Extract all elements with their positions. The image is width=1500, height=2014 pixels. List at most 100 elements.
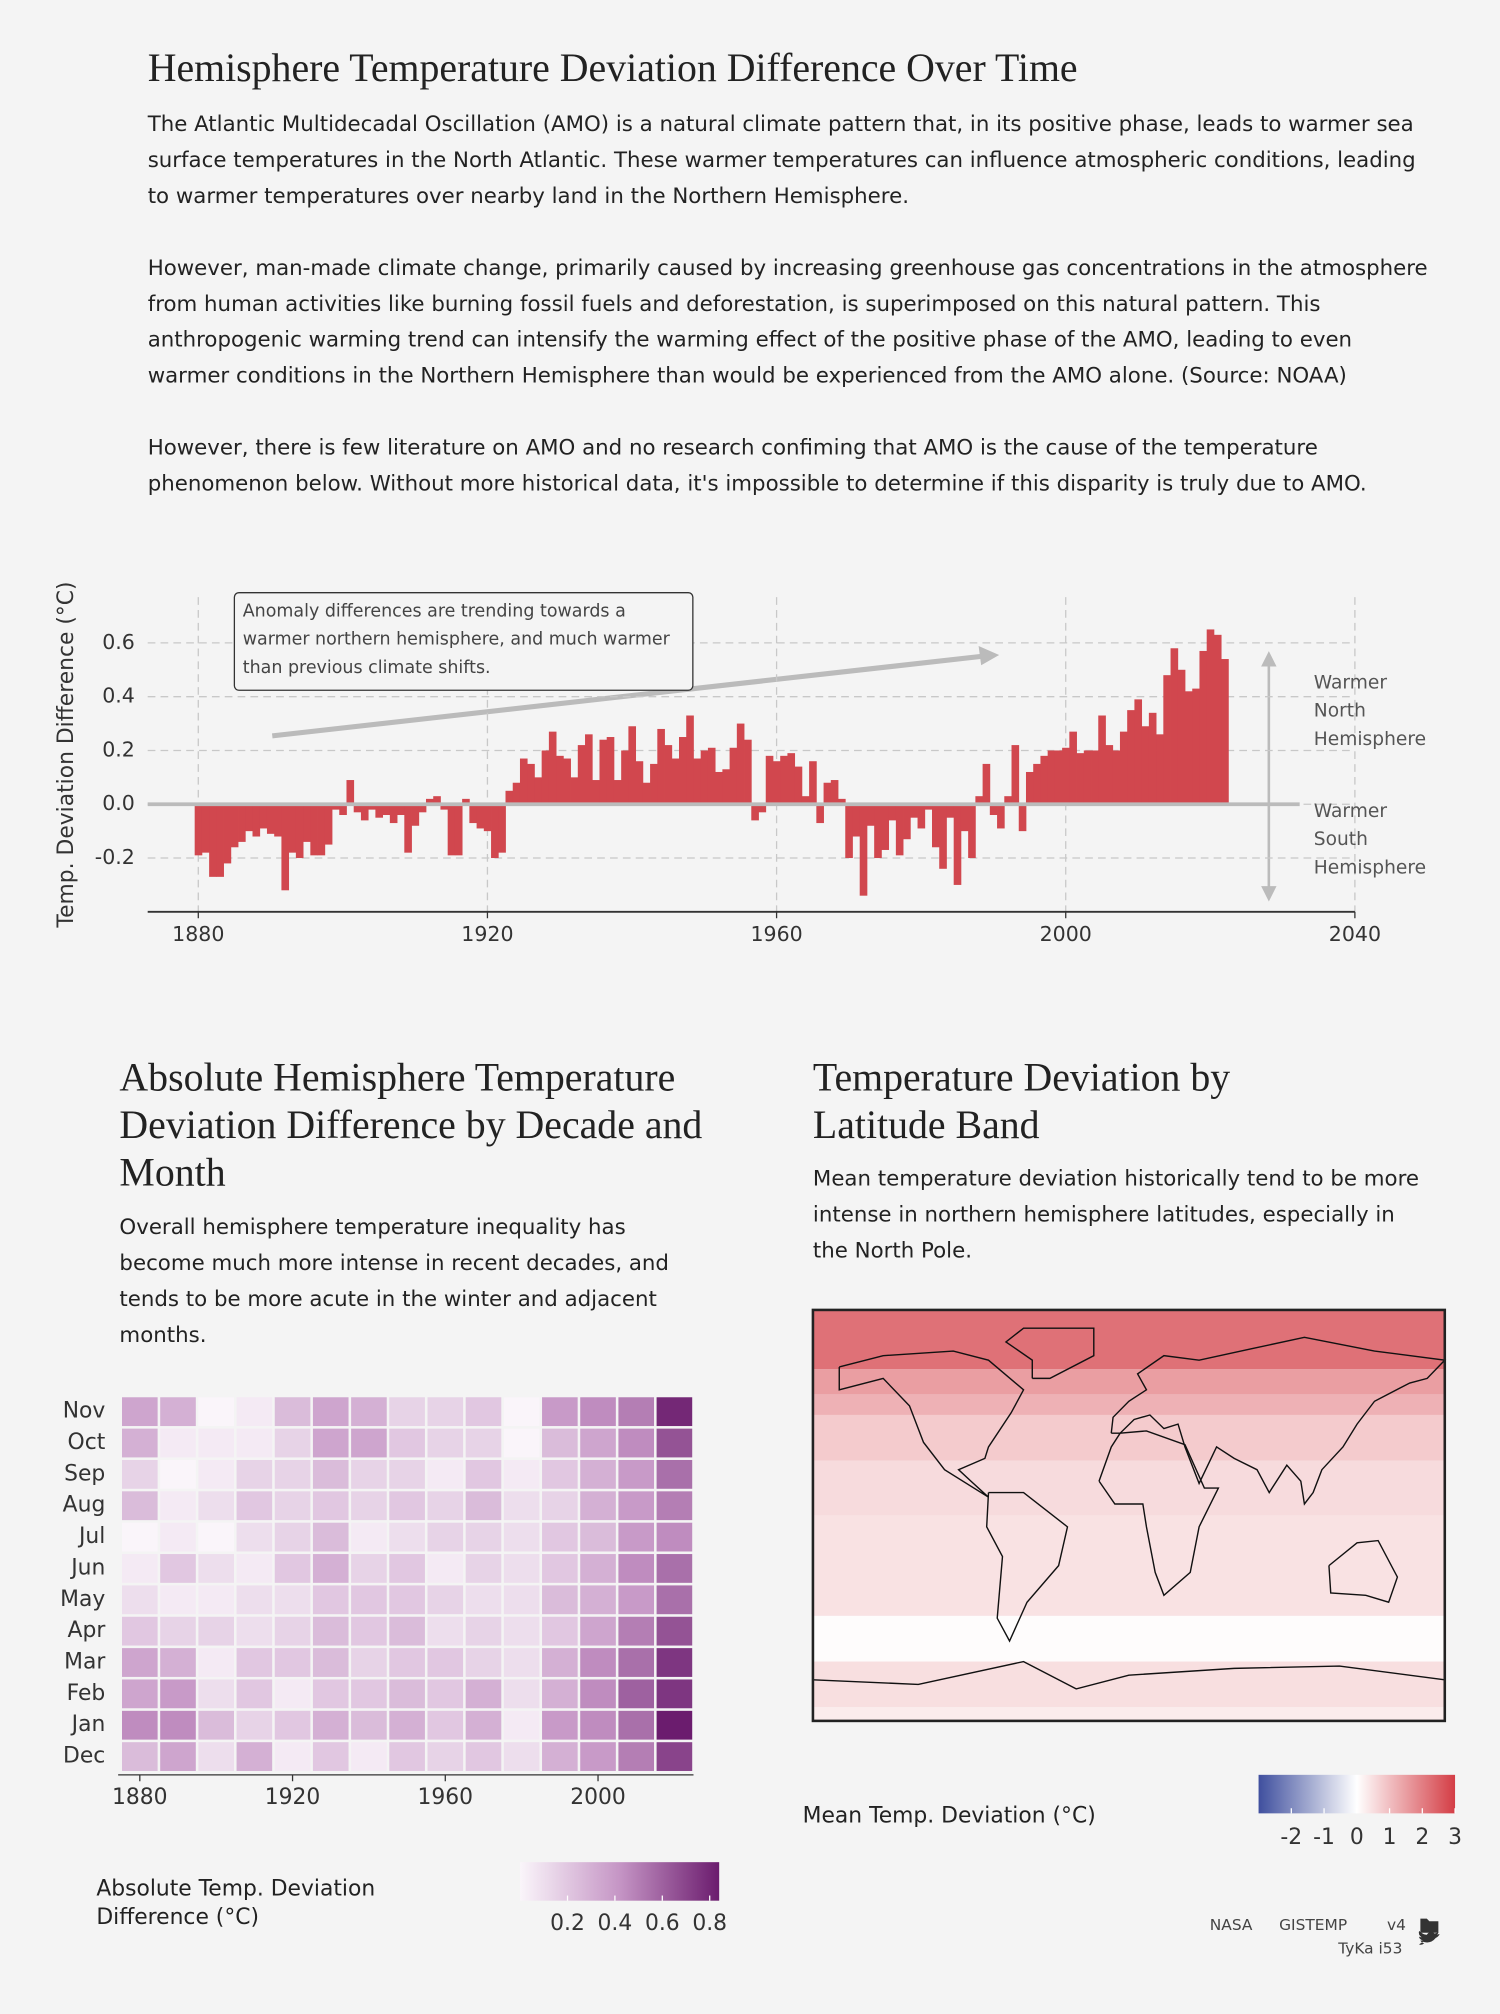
heat-cell xyxy=(656,1710,693,1740)
latitude-band xyxy=(812,1460,1445,1516)
bar xyxy=(223,804,232,864)
heat-cell xyxy=(580,1585,616,1615)
heat-cell xyxy=(122,1428,158,1458)
bar xyxy=(816,804,824,824)
heat-cell xyxy=(465,1522,502,1552)
y-tick-label: Apr xyxy=(68,1618,106,1643)
bar xyxy=(650,763,658,805)
bar xyxy=(563,758,571,805)
heat-cell xyxy=(465,1554,502,1583)
bar xyxy=(1004,796,1012,805)
colorbar xyxy=(1258,1774,1456,1814)
coastline xyxy=(985,1491,1069,1643)
bar xyxy=(1040,755,1049,805)
colorbar-tick-label: 0.2 xyxy=(550,1911,585,1936)
coastline xyxy=(1098,1430,1220,1597)
heat-cell xyxy=(351,1742,387,1771)
heat-cell xyxy=(656,1459,693,1489)
heat-cell xyxy=(198,1616,234,1646)
x-tick-label: 1960 xyxy=(418,1785,474,1810)
bar xyxy=(512,782,521,805)
colorbar-tick-label: -1 xyxy=(1313,1825,1335,1850)
bar xyxy=(1098,715,1106,805)
bar xyxy=(216,804,224,877)
heat-cell xyxy=(656,1397,693,1427)
heat-cell xyxy=(198,1522,234,1552)
bar xyxy=(715,771,723,805)
y-tick-label: Jan xyxy=(70,1712,106,1737)
heat-cell xyxy=(312,1742,349,1771)
bar xyxy=(548,731,557,805)
heat-cell xyxy=(351,1554,387,1583)
paragraph: The Atlantic Multidecadal Oscillation (A… xyxy=(147,111,1416,209)
heat-cell xyxy=(160,1459,196,1489)
bar xyxy=(1127,710,1135,805)
x-tick-label: 1960 xyxy=(750,922,802,946)
colorbar-tick-label: -2 xyxy=(1280,1825,1302,1850)
heat-cell xyxy=(312,1522,349,1552)
heat-cell xyxy=(198,1491,234,1521)
heat-cell xyxy=(160,1491,196,1521)
heat-cell xyxy=(427,1616,464,1646)
x-tick-label: 1880 xyxy=(172,922,224,946)
heat-cell xyxy=(389,1648,425,1677)
bar xyxy=(360,804,369,821)
heat-cell xyxy=(580,1428,616,1458)
heat-cell xyxy=(389,1585,425,1615)
heat-cell xyxy=(160,1616,196,1646)
bar xyxy=(989,804,998,816)
colorbar-tick-label: 0.4 xyxy=(598,1911,633,1936)
bar xyxy=(483,804,492,832)
heat-cell xyxy=(274,1585,311,1615)
heat-cell xyxy=(274,1554,311,1583)
bar xyxy=(895,804,904,856)
bar xyxy=(1213,634,1222,805)
bar xyxy=(729,747,738,805)
bar xyxy=(491,804,499,859)
section-text: Overall hemisphere temperature inequalit… xyxy=(119,1214,669,1348)
heat-cell xyxy=(618,1522,655,1552)
annotation: Anomaly differences are trending towards… xyxy=(233,592,694,691)
heat-cell xyxy=(427,1710,464,1740)
heat-cell xyxy=(351,1648,387,1677)
bar xyxy=(910,804,918,818)
heat-cell xyxy=(618,1397,655,1427)
bar xyxy=(787,753,796,805)
y-tick-label: Mar xyxy=(64,1650,105,1675)
colorbar-tick-label: 0.8 xyxy=(692,1911,727,1936)
bar xyxy=(686,715,694,805)
bar xyxy=(809,761,817,805)
bar xyxy=(874,804,882,859)
heat-cell xyxy=(122,1616,158,1646)
bar xyxy=(765,755,774,805)
y-tick-label: Sep xyxy=(64,1461,105,1486)
heat-cell xyxy=(618,1710,655,1740)
heat-cell xyxy=(122,1397,158,1427)
heat-cell xyxy=(312,1710,349,1740)
heat-cell xyxy=(351,1616,387,1646)
bar xyxy=(519,758,528,805)
y-tick-label: Aug xyxy=(63,1493,106,1518)
heat-cell xyxy=(503,1522,540,1552)
bar xyxy=(1170,648,1179,805)
heat-cell xyxy=(312,1679,349,1709)
heat-cell xyxy=(198,1459,234,1489)
heat-cell xyxy=(274,1491,311,1521)
bar xyxy=(1076,753,1085,805)
bar xyxy=(209,804,217,877)
heat-cell xyxy=(160,1397,196,1427)
bar xyxy=(281,804,290,891)
bar xyxy=(1185,691,1193,805)
heat-cell xyxy=(351,1585,387,1615)
colorbar-tick-label: 1 xyxy=(1383,1825,1397,1850)
colorbar-label: Mean Temp. Deviation (°C) xyxy=(802,1803,1096,1829)
heat-cell xyxy=(465,1491,502,1521)
heat-cell xyxy=(236,1522,273,1552)
heat-cell xyxy=(580,1554,616,1583)
bar xyxy=(881,804,890,850)
bar xyxy=(346,780,355,805)
paragraph: However, there is few literature on AMO … xyxy=(147,435,1367,496)
bar xyxy=(635,761,644,805)
